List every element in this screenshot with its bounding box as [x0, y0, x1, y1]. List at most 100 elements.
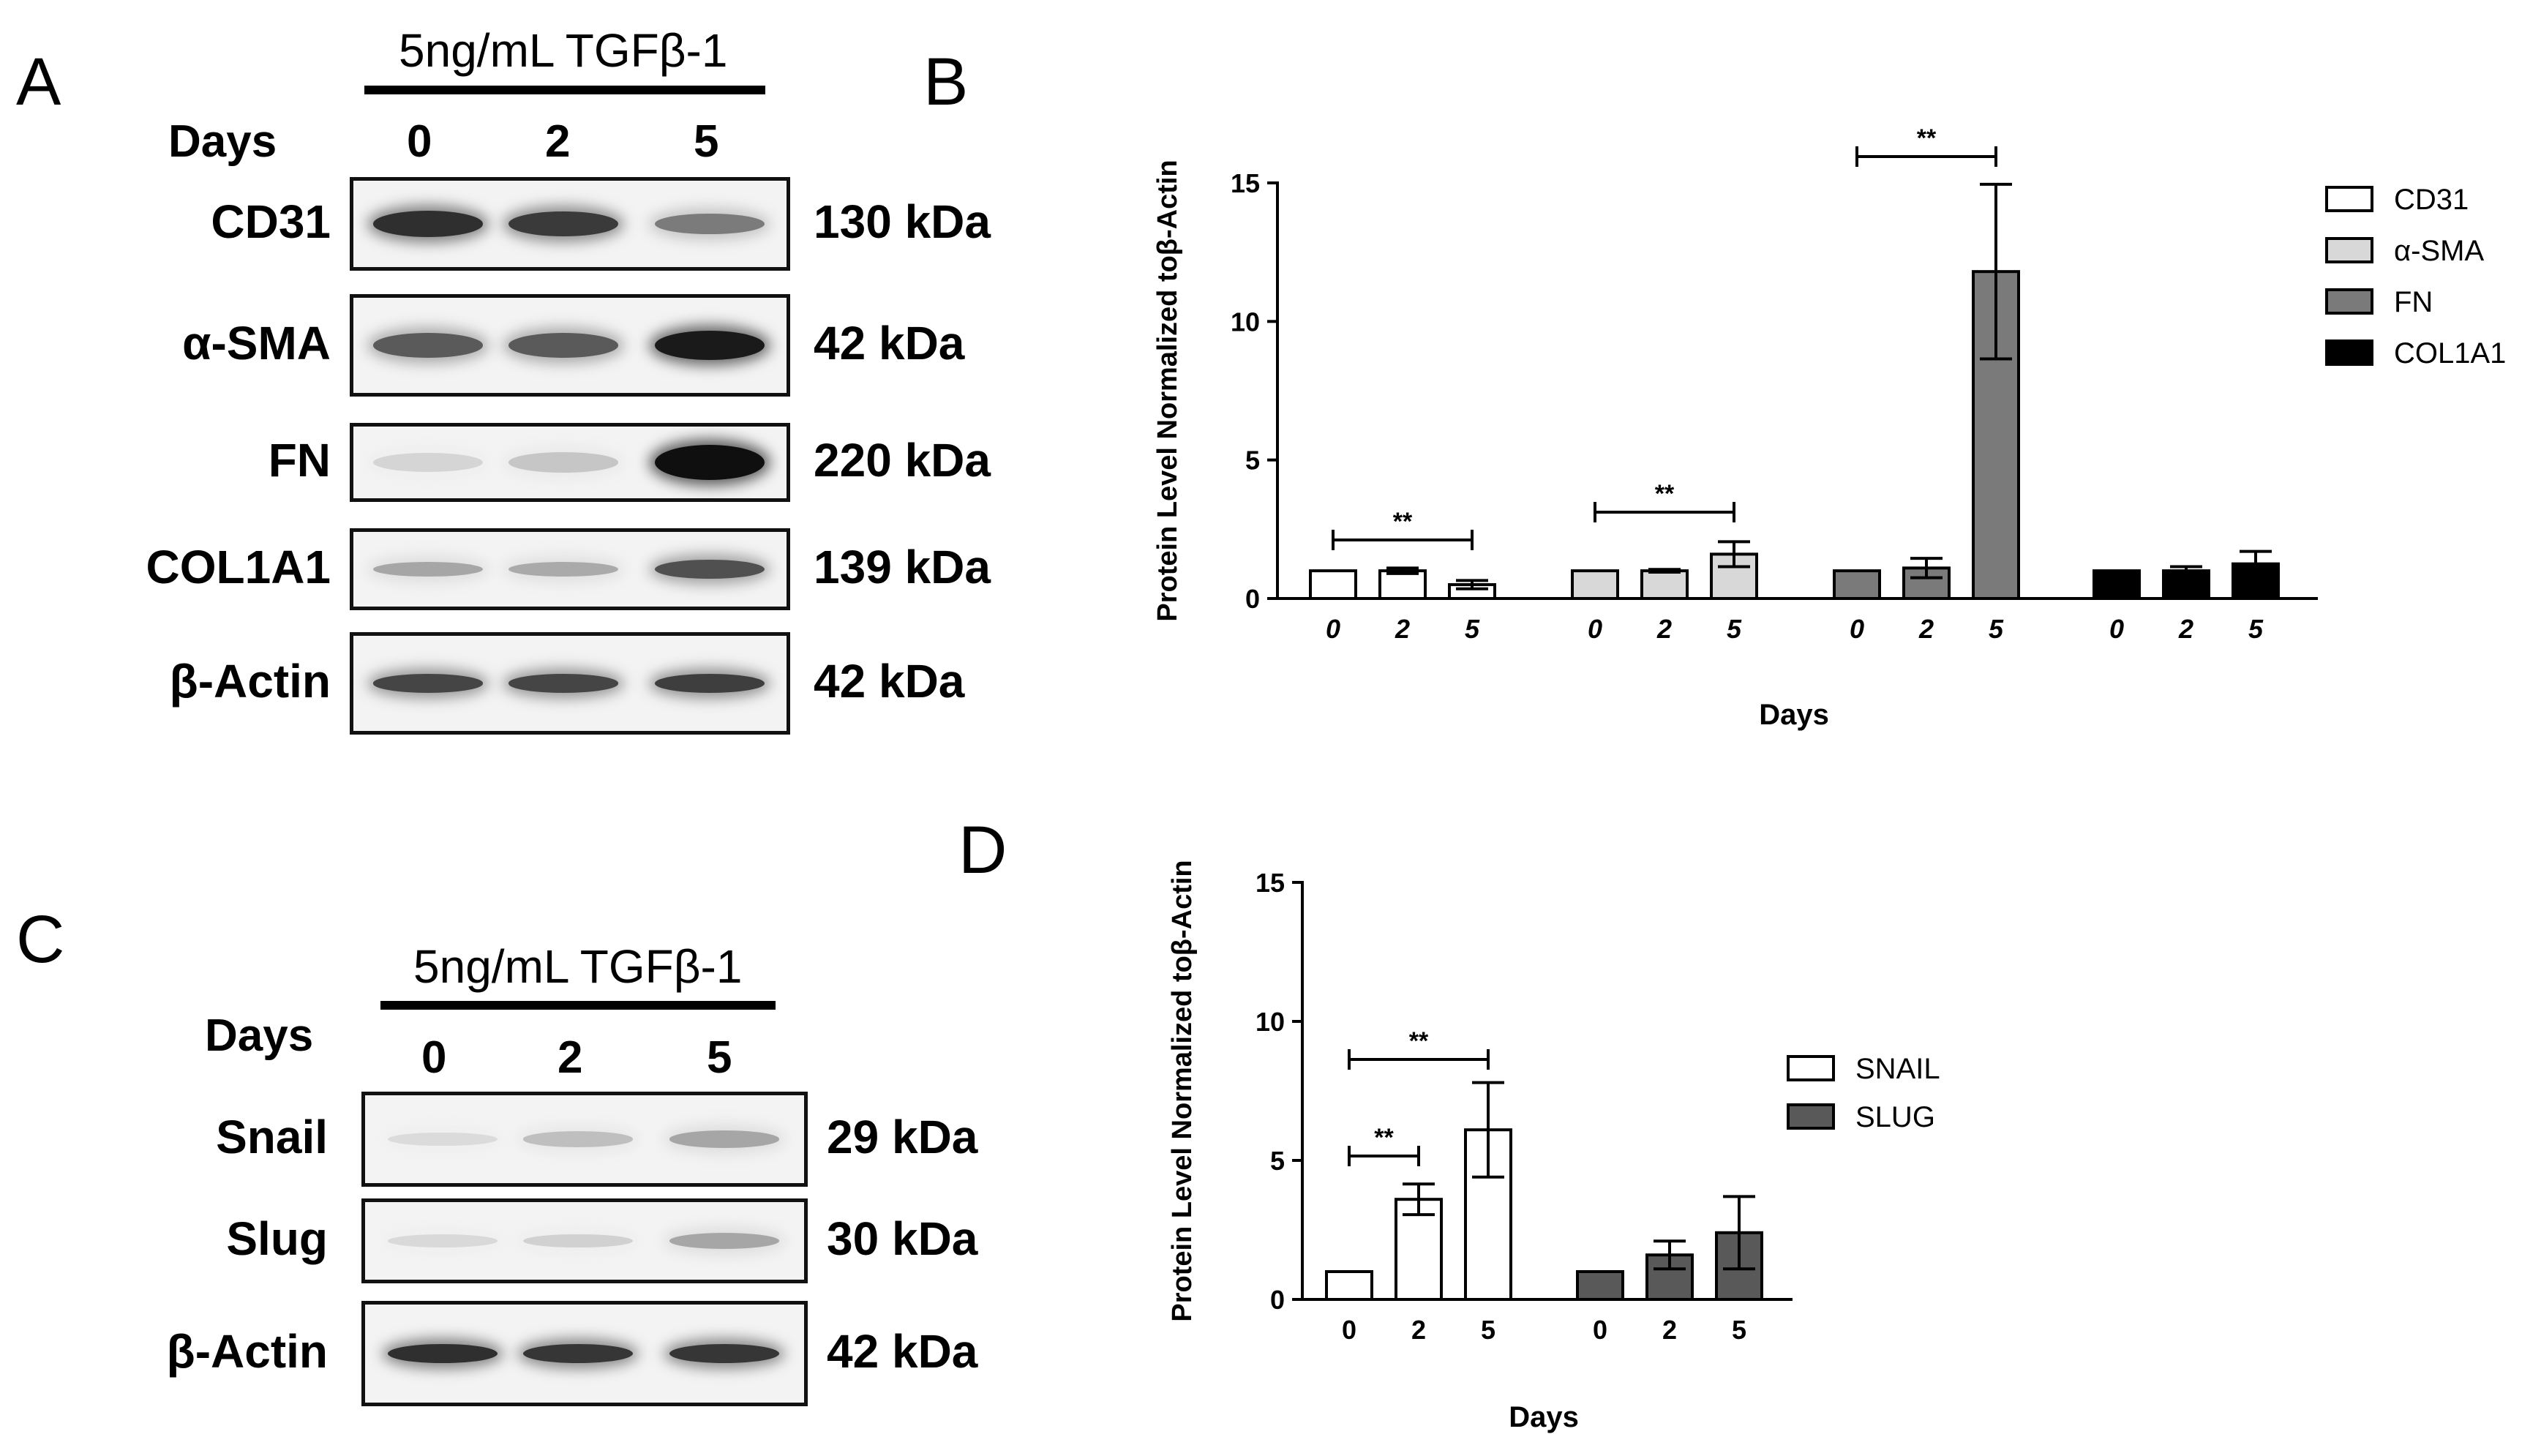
chart-d: 0 5 10 15 Protein Level Normalized toβ-Actin… [1167, 860, 1940, 1433]
blot-a-band [508, 562, 618, 577]
chart-d-x-tick-label: 0 [1593, 1315, 1607, 1345]
blot-a-blot-strip [350, 294, 790, 397]
chart-b-x-tick-label: 0 [1588, 614, 1602, 644]
blot-c-band [523, 1343, 633, 1364]
chart-b-x-tick-label: 0 [2109, 614, 2124, 644]
chart-b-legend-swatch [2325, 339, 2373, 366]
chart-b-sig-label: ** [1655, 480, 1675, 508]
chart-d-sig-label: ** [1409, 1027, 1429, 1055]
blot-c-kda-label: 29 kDa [827, 1111, 978, 1163]
chart-b-x-tick-label: 5 [1727, 614, 1742, 644]
blot-a-band [655, 674, 765, 693]
chart-b-legend-label: α-SMA [2394, 235, 2484, 267]
blot-c-band [669, 1130, 779, 1148]
blot-a-row-label: CD31 [211, 195, 331, 248]
chart-d-legend-label: SNAIL [1855, 1053, 1940, 1085]
chart-b-bar [2093, 569, 2141, 601]
blot-a-blot-strip [350, 632, 790, 735]
chart-d-y-tick-label: 10 [1256, 1007, 1285, 1037]
chart-b-y-tick-label: 10 [1231, 307, 1260, 337]
blot-a-band [508, 333, 618, 358]
blot-a-day-0: 0 [407, 116, 432, 167]
chart-b-x-tick-label: 2 [1656, 614, 1672, 644]
chart-b-x-tick-label: 5 [2248, 614, 2264, 644]
panel-letter-d: D [958, 813, 1007, 888]
blot-a-band [373, 211, 483, 237]
blot-a-row-label: α-SMA [182, 317, 331, 369]
chart-b-legend-label: FN [2394, 286, 2433, 318]
chart-b-bar [1571, 569, 1619, 601]
blot-a-kda-label: 42 kDa [814, 655, 965, 708]
chart-d-y-tick-label: 5 [1270, 1146, 1285, 1176]
chart-d-bar [1576, 1270, 1624, 1301]
blot-c-day-0: 0 [421, 1032, 447, 1083]
chart-b-bar [1309, 569, 1357, 601]
chart-d-y-tick-label: 15 [1256, 868, 1285, 898]
chart-b-x-tick-label: 2 [1918, 614, 1934, 644]
chart-b-y-tick-label: 0 [1245, 584, 1260, 614]
blot-c-kda-label: 30 kDa [827, 1212, 978, 1265]
blot-a-band [655, 445, 765, 480]
blot-a-band [373, 453, 483, 472]
chart-b-x-tick-label: 2 [2178, 614, 2193, 644]
chart-b-legend-swatch [2325, 186, 2373, 212]
blot-c-band [388, 1132, 498, 1147]
blot-c-band [388, 1234, 498, 1247]
chart-d-x-tick-label: 2 [1411, 1315, 1426, 1345]
blot-a-kda-label: 220 kDa [814, 434, 991, 487]
blot-c-treatment: 5ng/mL TGFβ-1 [413, 940, 743, 993]
blot-c-blot-strip [361, 1198, 808, 1283]
chart-b-y-label: Protein Level Normalized toβ-Actin [1152, 160, 1183, 621]
blot-a-row-label: FN [268, 434, 331, 487]
blot-c-band [523, 1234, 633, 1248]
blot-a-kda-label: 139 kDa [814, 541, 991, 593]
chart-b-x-tick-label: 5 [1465, 614, 1480, 644]
chart-b-x-label: Days [1759, 699, 1829, 731]
chart-d-x-tick-label: 5 [1481, 1315, 1495, 1345]
blot-a-kda-label: 130 kDa [814, 195, 991, 248]
blot-c-row-label: Snail [216, 1111, 328, 1163]
chart-b-x-tick-label: 0 [1850, 614, 1864, 644]
chart-d-legend-swatch [1787, 1103, 1835, 1130]
blot-c-kda-label: 42 kDa [827, 1325, 978, 1378]
chart-d-x-tick-label: 5 [1732, 1315, 1746, 1345]
blot-a-band [655, 559, 765, 579]
chart-b-legend-label: COL1A1 [2394, 337, 2506, 369]
blot-a-blot-strip [350, 423, 790, 502]
blot-a-row-label: β-Actin [169, 655, 331, 708]
blot-c-day-5: 5 [707, 1032, 732, 1083]
chart-b-sig-label: ** [1917, 124, 1937, 152]
blot-a-kda-label: 42 kDa [814, 317, 965, 369]
chart-b-x-tick-label: 0 [1326, 614, 1340, 644]
blot-c-day-2: 2 [558, 1032, 583, 1083]
blot-a-band [508, 674, 618, 693]
blot-a-treatment: 5ng/mL TGFβ-1 [399, 24, 728, 77]
chart-d-legend-label: SLUG [1855, 1101, 1935, 1133]
chart-b-x-tick-label: 2 [1395, 614, 1410, 644]
blot-a-band [373, 561, 483, 577]
blot-a-band [508, 452, 618, 473]
blot-a-row-label: COL1A1 [146, 541, 331, 593]
blot-c-blot-strip [361, 1092, 808, 1187]
chart-d-sig-label: ** [1374, 1124, 1394, 1152]
blot-c-band [388, 1343, 498, 1364]
blot-c-treatment-underline [380, 1001, 776, 1010]
chart-d-bar [1645, 1253, 1694, 1301]
chart-d-x-label: Days [1509, 1401, 1579, 1433]
blot-c-band [669, 1233, 779, 1249]
chart-b-x-tick-label: 5 [1989, 614, 2004, 644]
blot-a-band [655, 331, 765, 360]
chart-b-y-tick-label: 5 [1245, 446, 1260, 476]
blot-c-band [669, 1343, 779, 1364]
chart-d-y-tick-label: 0 [1270, 1285, 1285, 1315]
chart-d-legend-swatch [1787, 1055, 1835, 1081]
blot-c-days-label: Days [205, 1010, 314, 1061]
chart-b-sig-label: ** [1393, 508, 1413, 536]
chart-b-y-tick-label: 15 [1231, 168, 1260, 198]
chart-d-y-label: Protein Level Normalized toβ-Actin [1167, 860, 1198, 1321]
chart-b-bar [1640, 569, 1689, 601]
blot-c-blot-strip [361, 1301, 808, 1406]
chart-d-x-tick-label: 2 [1662, 1315, 1677, 1345]
blot-a-treatment-underline [364, 86, 765, 94]
blot-a-days-label: Days [168, 116, 277, 167]
